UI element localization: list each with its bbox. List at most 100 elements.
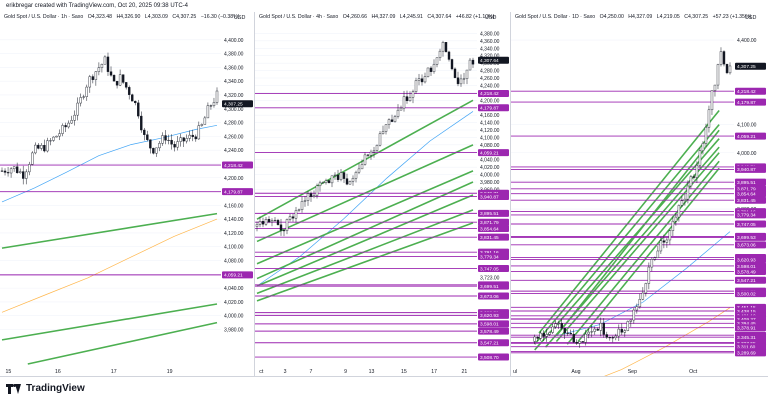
candle-body xyxy=(43,145,46,152)
candle-body xyxy=(176,141,179,148)
candle-body xyxy=(695,165,699,178)
candle-body xyxy=(599,323,603,331)
ohlc-low: L4,245.91 xyxy=(399,14,423,20)
candle-body xyxy=(79,97,82,104)
candle-body xyxy=(273,219,277,221)
candle-body xyxy=(197,125,201,140)
y-tick-label: 4,200.00 xyxy=(224,176,244,182)
candle-body xyxy=(620,328,624,333)
candle-body xyxy=(396,109,400,117)
level-label: 3,508.70 xyxy=(480,355,499,361)
candle-body xyxy=(18,171,22,174)
candle-body xyxy=(665,239,669,243)
level-label-bg xyxy=(478,353,509,361)
candle-body xyxy=(725,63,729,74)
candle-body xyxy=(134,100,137,104)
level-label: 4,059.21 xyxy=(480,150,499,156)
candle-body xyxy=(345,178,349,185)
candle-body xyxy=(569,332,572,335)
candle-body xyxy=(584,333,587,343)
candle-body xyxy=(158,143,161,149)
candle-body xyxy=(575,341,578,344)
candle-body xyxy=(674,216,678,222)
candle-body xyxy=(378,133,382,146)
candle-body xyxy=(161,135,164,144)
candle-body xyxy=(399,107,403,111)
ohlc-low: L4,219.05 xyxy=(656,14,680,20)
candle-body xyxy=(64,125,67,128)
y-tick-label: 4,280.00 xyxy=(480,69,500,75)
candle-body xyxy=(686,185,690,200)
candle-body xyxy=(3,170,7,173)
candle-body xyxy=(206,105,210,119)
candle-body xyxy=(560,323,563,329)
level-label-bg xyxy=(478,265,509,273)
candle-body xyxy=(587,331,590,335)
candle-body xyxy=(420,78,424,83)
candle-body xyxy=(638,299,642,307)
level-label-bg xyxy=(478,193,509,201)
candle-body xyxy=(37,144,40,149)
candle-body xyxy=(297,209,301,211)
candle-body xyxy=(121,74,125,83)
candle-body xyxy=(34,144,37,154)
candle-body xyxy=(94,71,98,80)
candle-body xyxy=(617,328,621,337)
candle-body xyxy=(471,59,475,65)
candle-body xyxy=(209,105,213,107)
x-tick-label: Sep xyxy=(628,369,637,375)
candle-body xyxy=(698,150,702,166)
chart-panel-1d[interactable]: 4,400.004,100.004,000.003,900.003,800.00… xyxy=(511,12,768,376)
x-tick-label: ct xyxy=(259,369,264,375)
y-tick-label: 3,980.00 xyxy=(480,180,500,186)
candle-body xyxy=(282,230,286,232)
candle-body xyxy=(115,80,119,86)
candle-body xyxy=(438,50,442,58)
candle-body xyxy=(191,134,194,137)
candle-body xyxy=(644,283,648,294)
ohlc-open: O4,323.48 xyxy=(87,14,112,20)
candle-body xyxy=(623,330,627,333)
candle-body xyxy=(9,168,13,174)
candle-body xyxy=(656,250,660,258)
candle-body xyxy=(288,216,292,220)
candle-body xyxy=(716,64,720,86)
level-label: 3,345.31 xyxy=(737,335,756,341)
candle-body xyxy=(215,90,219,103)
trend-line xyxy=(566,160,720,345)
x-tick-label: 3 xyxy=(284,369,287,375)
candle-body xyxy=(402,96,406,109)
candle-body xyxy=(285,219,289,231)
level-label-bg xyxy=(222,161,253,169)
level-label-bg xyxy=(478,292,509,300)
candle-body xyxy=(405,96,409,102)
chart-panel-1h[interactable]: 4,400.00 4,380.00 4,360.00 4,340.00 4,320.00… xyxy=(0,12,255,376)
candle-body xyxy=(185,138,188,142)
candle-body xyxy=(408,97,412,102)
candle-body xyxy=(393,116,397,122)
candle-body xyxy=(291,216,295,219)
candle-body xyxy=(15,166,19,174)
y-tick-label: 4,320.00 xyxy=(480,54,500,60)
level-label: 3,895.51 xyxy=(480,211,499,217)
candle-body xyxy=(270,220,274,223)
candle-body xyxy=(390,119,394,122)
chart-panel-4h[interactable]: 4,380.00 4,360.00 4,340.00 4,320.00 4,300.00… xyxy=(255,12,511,376)
chart-title: Gold Spot / U.S. Dollar · 1h · Saxo xyxy=(4,14,84,20)
candle-body xyxy=(182,137,185,142)
tradingview-logo[interactable]: TradingView xyxy=(6,383,85,394)
candle-body xyxy=(387,119,391,125)
trend-line xyxy=(1,303,218,341)
candle-body xyxy=(650,259,654,268)
candle-body xyxy=(267,219,271,223)
candle-body xyxy=(653,257,657,260)
candle-body xyxy=(339,172,343,180)
chart-svg: 4,400.00 4,380.00 4,360.00 4,340.00 4,320.00… xyxy=(0,38,253,375)
y-tick-label: 4,140.00 xyxy=(224,217,244,223)
trend-line xyxy=(1,212,218,249)
y-tick-label: 4,000.00 xyxy=(737,151,757,157)
level-label: 3,831.45 xyxy=(480,235,499,241)
candle-body xyxy=(662,240,666,243)
x-tick-label: 7 xyxy=(310,369,313,375)
candle-body xyxy=(614,335,618,339)
